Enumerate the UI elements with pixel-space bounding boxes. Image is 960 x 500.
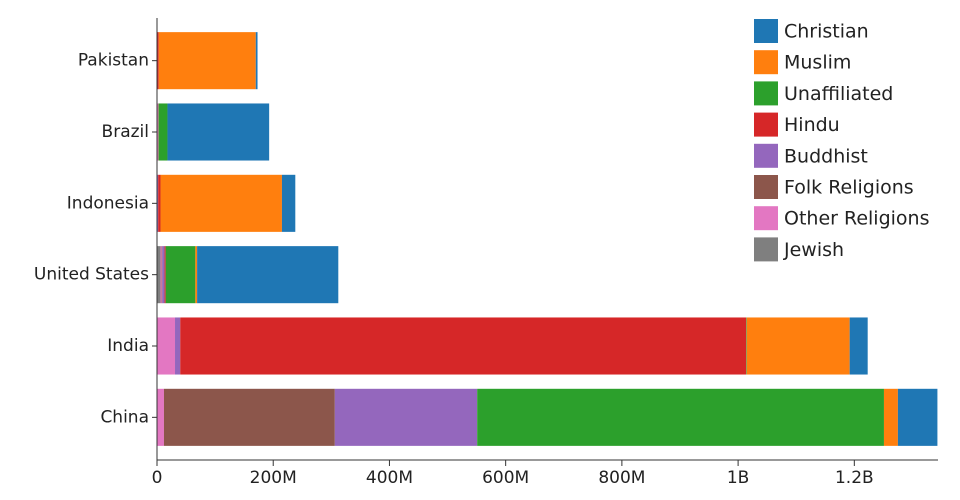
bar-segment bbox=[157, 317, 176, 375]
legend-label: Christian bbox=[784, 21, 869, 43]
bar-segment bbox=[281, 174, 296, 232]
bar-segment bbox=[167, 103, 270, 161]
y-tick-label: United States bbox=[34, 265, 149, 285]
bar-segment bbox=[157, 103, 159, 161]
x-tick-label: 1.2B bbox=[835, 468, 874, 488]
bar-segment bbox=[157, 388, 164, 446]
x-tick-label: 200M bbox=[250, 468, 297, 488]
legend-swatch bbox=[754, 206, 778, 231]
bar-segment bbox=[158, 32, 256, 90]
bar-segment bbox=[162, 246, 165, 304]
x-tick-label: 1B bbox=[727, 468, 749, 488]
bar-segment bbox=[897, 388, 938, 446]
legend-label: Other Religions bbox=[784, 208, 930, 230]
bar-segment bbox=[165, 246, 196, 304]
legend-label: Jewish bbox=[783, 239, 844, 261]
legend-label: Muslim bbox=[784, 52, 851, 74]
bar-segment bbox=[157, 246, 161, 304]
x-tick-label: 0 bbox=[152, 468, 163, 488]
bar-segment bbox=[158, 174, 161, 232]
bar-segment bbox=[849, 317, 868, 375]
bar-segment bbox=[157, 174, 159, 232]
bar-segment bbox=[883, 388, 898, 446]
bar-segment bbox=[175, 317, 181, 375]
y-tick-label: India bbox=[107, 336, 149, 356]
bar-segment bbox=[164, 246, 166, 304]
legend-swatch bbox=[754, 81, 778, 106]
bar-segment bbox=[195, 246, 198, 304]
bar-segment bbox=[197, 246, 339, 304]
x-tick-label: 800M bbox=[598, 468, 645, 488]
bar-segment bbox=[157, 32, 159, 90]
bar-segment bbox=[163, 388, 335, 446]
bar-segment bbox=[255, 32, 258, 90]
legend-label: Folk Religions bbox=[784, 177, 914, 199]
legend-swatch bbox=[754, 112, 778, 137]
y-tick-label: China bbox=[100, 407, 149, 427]
legend-label: Hindu bbox=[784, 114, 840, 136]
bar-segment bbox=[477, 388, 884, 446]
bar-segment bbox=[160, 174, 282, 232]
legend-swatch bbox=[754, 175, 778, 199]
legend-swatch bbox=[754, 50, 778, 75]
bar-segment bbox=[746, 317, 747, 375]
legend-swatch bbox=[754, 19, 778, 43]
legend-swatch bbox=[754, 143, 778, 168]
x-tick-label: 400M bbox=[366, 468, 413, 488]
bar-segment bbox=[180, 317, 747, 375]
y-tick-label: Indonesia bbox=[67, 193, 149, 213]
bar-segment bbox=[746, 317, 850, 375]
y-tick-label: Pakistan bbox=[78, 51, 149, 71]
legend-label: Buddhist bbox=[784, 145, 868, 167]
y-tick-label: Brazil bbox=[102, 122, 149, 142]
x-tick-label: 600M bbox=[482, 468, 529, 488]
bar-segment bbox=[158, 103, 168, 161]
legend-label: Unaffiliated bbox=[784, 83, 893, 105]
bar-segment bbox=[158, 103, 159, 161]
bar-segment bbox=[161, 246, 163, 304]
bar-segment bbox=[160, 246, 162, 304]
bar-segment bbox=[334, 388, 478, 446]
legend-swatch bbox=[754, 237, 778, 262]
